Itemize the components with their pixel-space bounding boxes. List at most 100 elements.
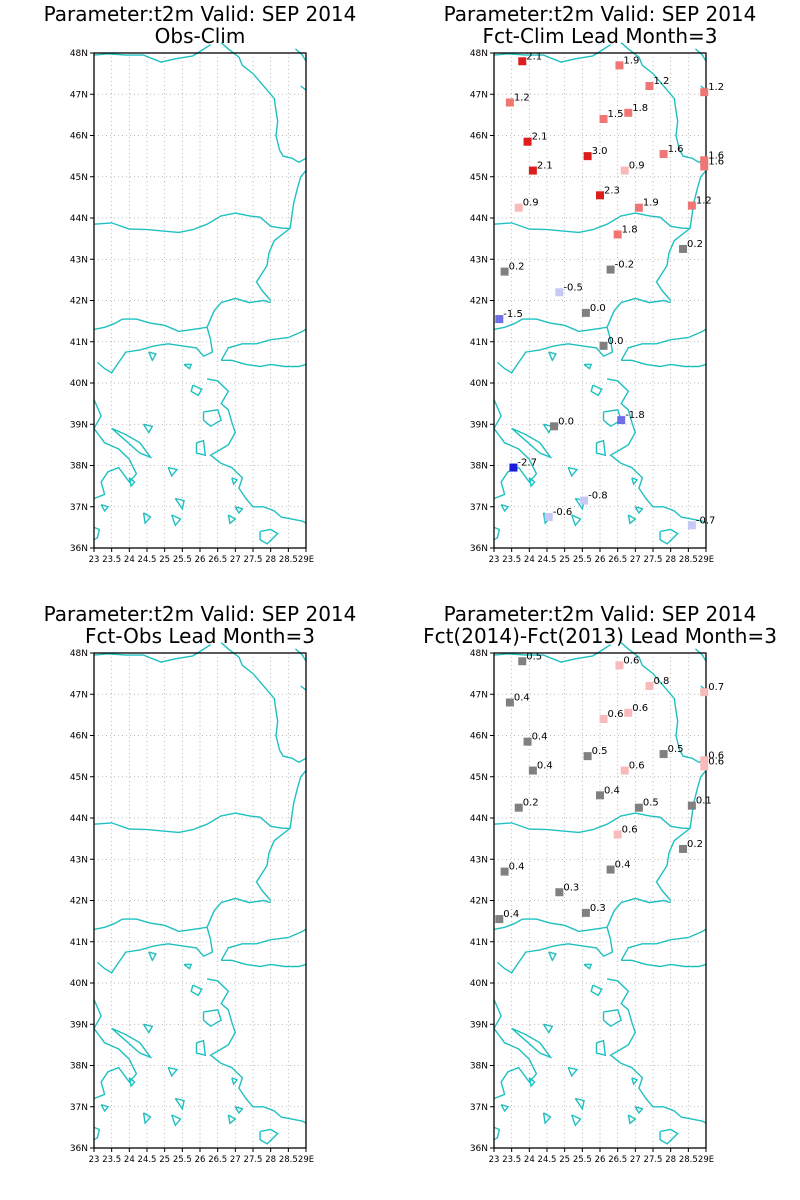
coastline xyxy=(659,528,679,545)
station-marker xyxy=(700,88,709,97)
coastline xyxy=(167,466,179,478)
coastline xyxy=(497,327,614,374)
lon-tick-label: 29E xyxy=(298,1155,314,1165)
lat-tick-label: 43N xyxy=(470,255,488,265)
lon-tick-label: 23.5 xyxy=(102,555,121,565)
lon-tick-label: 24.5 xyxy=(538,1155,557,1165)
station-marker xyxy=(495,915,504,924)
station-marker xyxy=(555,888,564,897)
lat-tick-label: 48N xyxy=(70,649,88,659)
lon-tick-label: 28 xyxy=(265,555,276,565)
coastline xyxy=(542,1112,552,1125)
coastline xyxy=(221,359,307,368)
station-value-label: 0.2 xyxy=(687,839,703,850)
station-value-label: 0.7 xyxy=(708,682,724,693)
station-value-label: 0.5 xyxy=(643,798,659,809)
coastline xyxy=(500,1104,510,1113)
lat-tick-label: 37N xyxy=(70,1103,88,1113)
coastline xyxy=(620,42,707,164)
station-marker xyxy=(645,82,654,90)
station-marker xyxy=(659,150,668,159)
coastline xyxy=(300,685,307,691)
coastline xyxy=(634,1106,644,1115)
coastline xyxy=(167,1066,179,1078)
station-marker xyxy=(700,688,709,697)
lat-tick-label: 46N xyxy=(470,732,488,742)
coastline xyxy=(220,642,307,764)
coastline xyxy=(190,384,203,397)
lon-tick-label: 24 xyxy=(124,1155,135,1165)
lon-tick-label: 24 xyxy=(124,555,135,565)
lon-tick-label: 27.5 xyxy=(244,1155,263,1165)
coastline xyxy=(190,984,203,997)
coastline xyxy=(122,297,271,333)
coastline xyxy=(620,328,707,361)
station-marker xyxy=(555,288,564,297)
lon-tick-label: 23 xyxy=(489,555,500,565)
coastline xyxy=(590,384,603,397)
station-value-label: -1.5 xyxy=(503,309,523,320)
station-value-label: -0.6 xyxy=(553,507,573,518)
coastline xyxy=(93,318,123,331)
lat-tick-label: 46N xyxy=(70,132,88,142)
station-marker xyxy=(613,830,622,839)
station-marker xyxy=(624,708,633,717)
lon-tick-label: 28 xyxy=(265,1155,276,1165)
station-value-label: -0.8 xyxy=(588,491,608,502)
lat-tick-label: 43N xyxy=(70,255,88,265)
station-value-label: 0.6 xyxy=(623,655,639,666)
station-marker xyxy=(620,766,629,775)
lat-tick-label: 38N xyxy=(70,1062,88,1072)
station-marker xyxy=(500,867,509,876)
coastline xyxy=(183,363,193,370)
coastline xyxy=(231,1077,239,1086)
coastline xyxy=(659,1128,679,1145)
coastline xyxy=(221,959,307,968)
coastline xyxy=(631,1077,639,1086)
coastline xyxy=(93,812,291,834)
lon-tick-label: 26 xyxy=(595,1155,606,1165)
coastline xyxy=(255,770,307,901)
lat-tick-label: 44N xyxy=(70,814,88,824)
coastline xyxy=(202,1009,223,1028)
lat-tick-label: 48N xyxy=(470,649,488,659)
station-value-label: 3.0 xyxy=(592,146,608,157)
lon-tick-label: 26 xyxy=(595,555,606,565)
lat-tick-label: 44N xyxy=(470,814,488,824)
coastline xyxy=(493,318,523,331)
coastline xyxy=(627,514,637,525)
coastline xyxy=(522,297,671,333)
coastline xyxy=(206,378,307,524)
coastline xyxy=(234,506,244,515)
station-marker xyxy=(583,752,592,761)
station-value-label: 1.2 xyxy=(653,76,669,87)
lon-tick-label: 28.5 xyxy=(679,555,698,565)
coastline xyxy=(493,918,523,931)
station-marker xyxy=(606,265,615,274)
coastline xyxy=(497,927,614,974)
station-value-label: 1.2 xyxy=(708,82,724,93)
station-value-label: 1.5 xyxy=(608,109,624,120)
lat-tick-label: 43N xyxy=(70,855,88,865)
station-value-label: 0.2 xyxy=(509,262,525,273)
lat-tick-label: 36N xyxy=(470,544,488,554)
panel-fct-clim: Parameter:t2m Valid: SEP 2014 Fct-Clim L… xyxy=(400,0,800,600)
station-marker xyxy=(687,801,696,810)
panel-title: Parameter:t2m Valid: SEP 2014 xyxy=(43,2,357,26)
map-plot: 36N 37N 38N 39N 40N 41N 42N 43N 44N 45N 46N 47N 48N 2… xyxy=(470,642,724,1165)
lon-tick-label: 26.5 xyxy=(208,1155,227,1165)
station-marker xyxy=(596,191,604,200)
station-marker xyxy=(620,166,629,175)
station-value-label: 0.6 xyxy=(708,750,724,761)
station-marker xyxy=(505,698,514,707)
lon-tick-label: 24.5 xyxy=(138,555,157,565)
lat-tick-label: 41N xyxy=(70,938,88,948)
station-value-label: 1.9 xyxy=(623,55,639,66)
station-value-label: 2.1 xyxy=(526,51,542,62)
station-value-label: 0.2 xyxy=(687,239,703,250)
lon-tick-label: 29E xyxy=(298,555,314,565)
coastline xyxy=(493,44,611,63)
coastline xyxy=(195,1039,207,1057)
lat-tick-label: 47N xyxy=(70,690,88,700)
coastline xyxy=(655,170,707,301)
